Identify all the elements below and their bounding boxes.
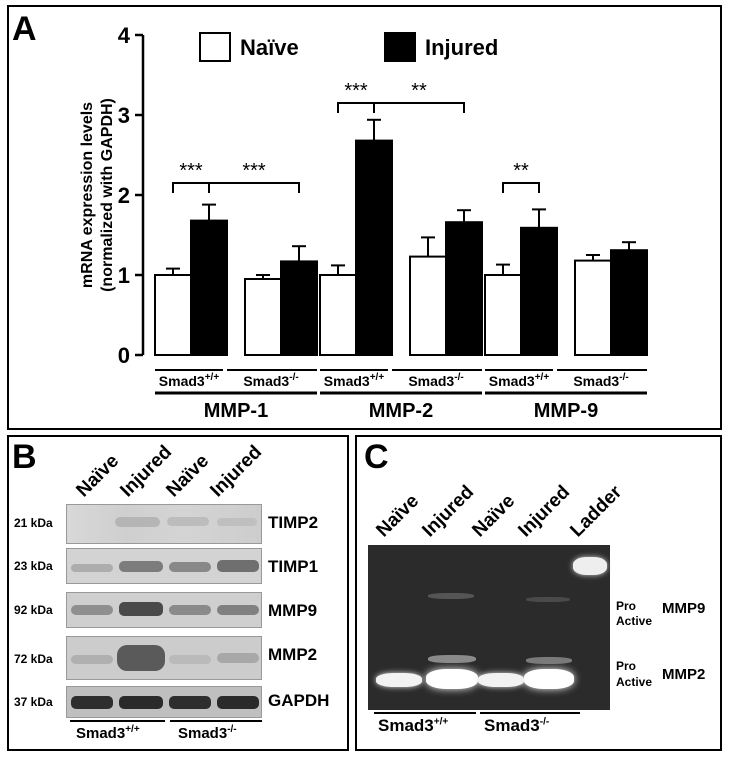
blot-genotype-wt: Smad3+/+ <box>76 724 140 742</box>
bar-mmp-1-injured-wt <box>190 219 228 356</box>
bar-mmp-2-injured-wt <box>355 139 393 356</box>
bar-mmp-9-injured-wt <box>520 226 558 356</box>
legend-naive-swatch <box>199 32 231 62</box>
group-label-mmp-1: MMP-1 <box>204 400 268 422</box>
gel-genotype-ko: Smad3-/- <box>484 716 550 735</box>
bar-mmp-2-injured-ko <box>445 221 483 356</box>
gel-pro-label-mmp9: Pro <box>616 599 637 613</box>
gel-band <box>524 669 574 689</box>
y-axis-label-line1: mRNA expression levels <box>79 102 96 288</box>
bar-mmp-2-naive-wt <box>319 274 357 356</box>
gel-pro-label-mmp2: Pro <box>616 659 637 673</box>
protein-mmp2: MMP2 <box>268 645 318 664</box>
genotype-sup: +/+ <box>205 372 220 383</box>
y-tick-label: 3 <box>118 103 130 128</box>
significance-marker: *** <box>344 80 368 102</box>
significance-bracket <box>502 182 540 193</box>
gel-band <box>526 597 570 602</box>
genotype-label-ko: Smad3-/- <box>243 372 298 389</box>
kda-mmp9: 92 kDa <box>14 603 53 617</box>
zymography-gel <box>368 545 610 710</box>
bar-mmp-9-naive-wt <box>484 274 522 356</box>
genotype-sup: -/- <box>619 372 628 383</box>
genotype-sup: -/- <box>454 372 463 383</box>
bar-mmp-2-naive-ko <box>409 255 447 357</box>
blot-strip-timp2 <box>66 504 262 544</box>
panel-b-label: B <box>12 438 37 476</box>
blot-genotype-ko: Smad3-/- <box>178 724 237 742</box>
significance-bracket <box>373 102 465 113</box>
significance-bracket <box>208 182 300 193</box>
gel-band <box>478 673 524 687</box>
gel-bracket-ko <box>480 712 580 714</box>
significance-marker: *** <box>242 160 266 182</box>
genotype-sup: +/+ <box>370 372 385 383</box>
blot-bracket-wt <box>70 720 165 722</box>
blot-strip-timp1 <box>66 548 262 584</box>
legend-injured-label: Injured <box>425 35 498 60</box>
legend-naive-label: Naïve <box>240 35 299 60</box>
gel-active-label-mmp2: Active <box>616 675 653 689</box>
blot-bracket-ko <box>170 720 262 722</box>
y-tick-label: 1 <box>118 263 130 288</box>
genotype-sup: +/+ <box>535 372 550 383</box>
group-label-mmp-9: MMP-9 <box>534 400 598 422</box>
bar-mmp-1-naive-wt <box>154 274 192 356</box>
blot-strip-mmp2 <box>66 636 262 680</box>
gel-genotype-wt: Smad3+/+ <box>378 716 449 735</box>
significance-marker: ** <box>411 80 427 102</box>
bar-mmp-1-naive-ko <box>244 278 282 356</box>
bar-chart-mmp: Naïve Injured mRNA expression levels (no… <box>79 23 648 422</box>
gel-band <box>428 593 474 599</box>
kda-timp1: 23 kDa <box>14 559 53 573</box>
gel-band <box>573 557 607 575</box>
bar-mmp-1-injured-ko <box>280 260 318 356</box>
gel-band <box>426 669 478 689</box>
blot-strip-mmp9 <box>66 592 262 628</box>
significance-marker: *** <box>179 160 203 182</box>
bar-mmp-9-naive-ko <box>574 259 612 357</box>
y-axis-label-line2: (normalized with GAPDH) <box>99 98 116 292</box>
kda-timp2: 21 kDa <box>14 516 53 530</box>
gel-band <box>526 657 572 664</box>
gel-band <box>428 655 476 663</box>
protein-gapdh: GAPDH <box>268 691 330 710</box>
kda-gapdh: 37 kDa <box>14 695 53 709</box>
legend-injured-swatch <box>384 32 416 62</box>
genotype-label-ko: Smad3-/- <box>573 372 628 389</box>
kda-mmp2: 72 kDa <box>14 652 53 666</box>
y-tick-label: 2 <box>118 183 130 208</box>
significance-bracket <box>337 102 375 113</box>
gel-mmp9-label: MMP9 <box>662 600 706 617</box>
significance-marker: ** <box>513 160 529 182</box>
genotype-sup: -/- <box>289 372 298 383</box>
protein-timp1: TIMP1 <box>268 557 319 576</box>
y-tick-label: 0 <box>118 343 130 368</box>
protein-timp2: TIMP2 <box>268 513 319 532</box>
panel-c-label: C <box>364 438 389 476</box>
chart-legend: Naïve Injured <box>199 32 498 62</box>
genotype-label-wt: Smad3+/+ <box>489 372 550 389</box>
gel-bracket-wt <box>374 712 476 714</box>
genotype-label-wt: Smad3+/+ <box>324 372 385 389</box>
gel-active-label-mmp9: Active <box>616 614 653 628</box>
y-tick-label: 4 <box>118 23 131 48</box>
protein-mmp9: MMP9 <box>268 601 318 620</box>
significance-bracket <box>172 182 210 193</box>
blot-strip-gapdh <box>66 686 262 718</box>
genotype-label-ko: Smad3-/- <box>408 372 463 389</box>
group-label-mmp-2: MMP-2 <box>369 400 433 422</box>
gel-mmp2-label: MMP2 <box>662 666 706 683</box>
genotype-label-wt: Smad3+/+ <box>159 372 220 389</box>
panel-a-label: A <box>12 10 37 48</box>
bar-mmp-9-injured-ko <box>610 249 648 356</box>
gel-band <box>376 673 422 687</box>
